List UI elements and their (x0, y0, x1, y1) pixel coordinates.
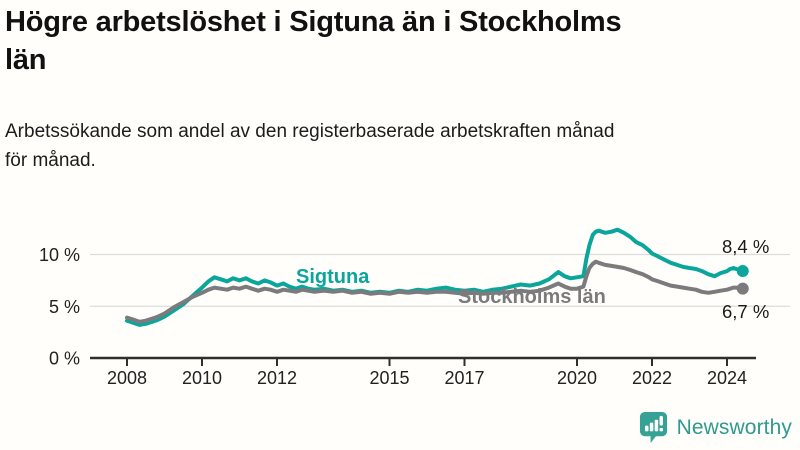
chart-subtitle: Arbetssökande som andel av den registerb… (5, 121, 615, 171)
x-tick-label-2024: 2024 (707, 368, 747, 388)
series-label-sigtuna: Sigtuna (296, 266, 370, 288)
x-tick-label-2022: 2022 (632, 368, 672, 388)
exclamation-dot (659, 427, 663, 432)
series-line-stockholms-l-n (125, 259, 745, 324)
x-tick-label-2008: 2008 (107, 368, 147, 388)
logo-barchart-glyph (644, 415, 663, 432)
x-tick-label-2020: 2020 (557, 368, 597, 388)
x-tick-label-2010: 2010 (182, 368, 222, 388)
series-label-stockholms-lan: Stockholms län (458, 286, 606, 308)
x-tick-label-2017: 2017 (444, 368, 484, 388)
value-label-sigtuna: 8,4 % (722, 236, 769, 257)
newsworthy-logo-icon (639, 412, 667, 443)
y-tick-label-0: 0 % (49, 349, 80, 369)
series-line-sigtuna (125, 227, 745, 327)
brand-name: Newsworthy (676, 415, 792, 439)
series-end-dot-stockholms-l-n (736, 282, 749, 295)
x-tick-label-2015: 2015 (369, 368, 409, 388)
value-label-stockholms-lan: 6,7 % (722, 301, 769, 322)
series-end-dot-sigtuna (736, 265, 749, 278)
exclamation-stem (659, 415, 663, 426)
y-tick-label-5: 5 % (49, 297, 80, 317)
y-tick-label-10: 10 % (39, 245, 80, 265)
x-tick-label-2012: 2012 (257, 368, 297, 388)
page-title: Högre arbetslöshet i Sigtuna än i Stockh… (5, 6, 622, 76)
brand-footer[interactable]: Newsworthy (638, 411, 792, 444)
